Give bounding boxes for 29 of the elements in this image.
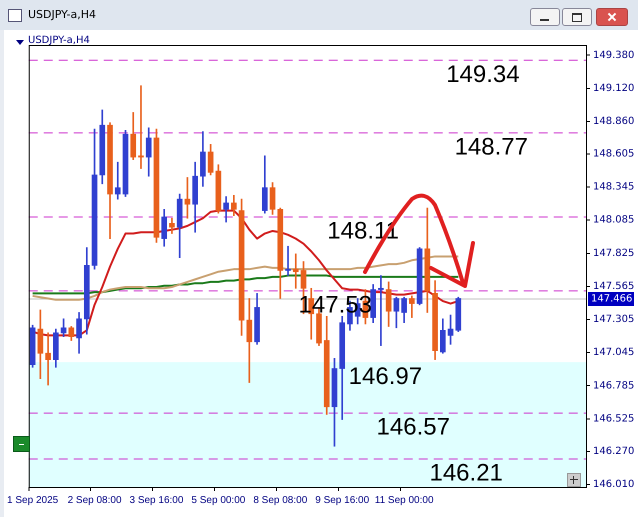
y-tick-label: 146.785 [593,380,634,392]
y-tick-label: 147.305 [593,314,634,326]
y-tick-label: 148.085 [593,214,634,226]
y-tick-label: 149.120 [593,82,634,94]
y-tick-label: 148.860 [593,116,634,128]
chart-title: USDJPY-a,H4 [28,8,96,21]
x-tick-label: 11 Sep 00:00 [374,494,434,506]
y-tick-label: 148.345 [593,182,634,193]
band-label: 146.97 [348,362,422,390]
ref-line-label: 146.57 [376,414,450,441]
x-tick-label: 2 Sep 08:00 [68,494,122,506]
x-tick-label: 5 Sep 00:00 [191,494,246,506]
ref-line-label: 147.466 [591,294,632,305]
x-tick-label: 9 Sep 16:00 [315,494,370,506]
ref-line-label: 146.21 [429,460,503,487]
y-tick-label: 147.045 [593,347,634,358]
x-tick-label: 3 Sep 16:00 [129,494,184,506]
ref-line-label: 148.77 [454,134,528,161]
y-tick-label: 146.270 [593,446,634,457]
y-tick-label: 147.565 [593,280,634,292]
y-tick-label: 147.825 [593,248,634,259]
x-tick-label: 8 Sep 08:00 [253,494,308,506]
y-tick-label: 148.605 [593,148,634,160]
y-tick-label: 149.380 [593,50,634,61]
y-tick-label: 146.525 [593,413,634,424]
ref-line-label: 149.34 [446,60,520,88]
y-tick-label: 146.010 [593,479,634,490]
x-tick-label: 1 Sep 2025 [7,494,59,506]
chart-subtitle: USDJPY-a,H4 [28,35,90,46]
